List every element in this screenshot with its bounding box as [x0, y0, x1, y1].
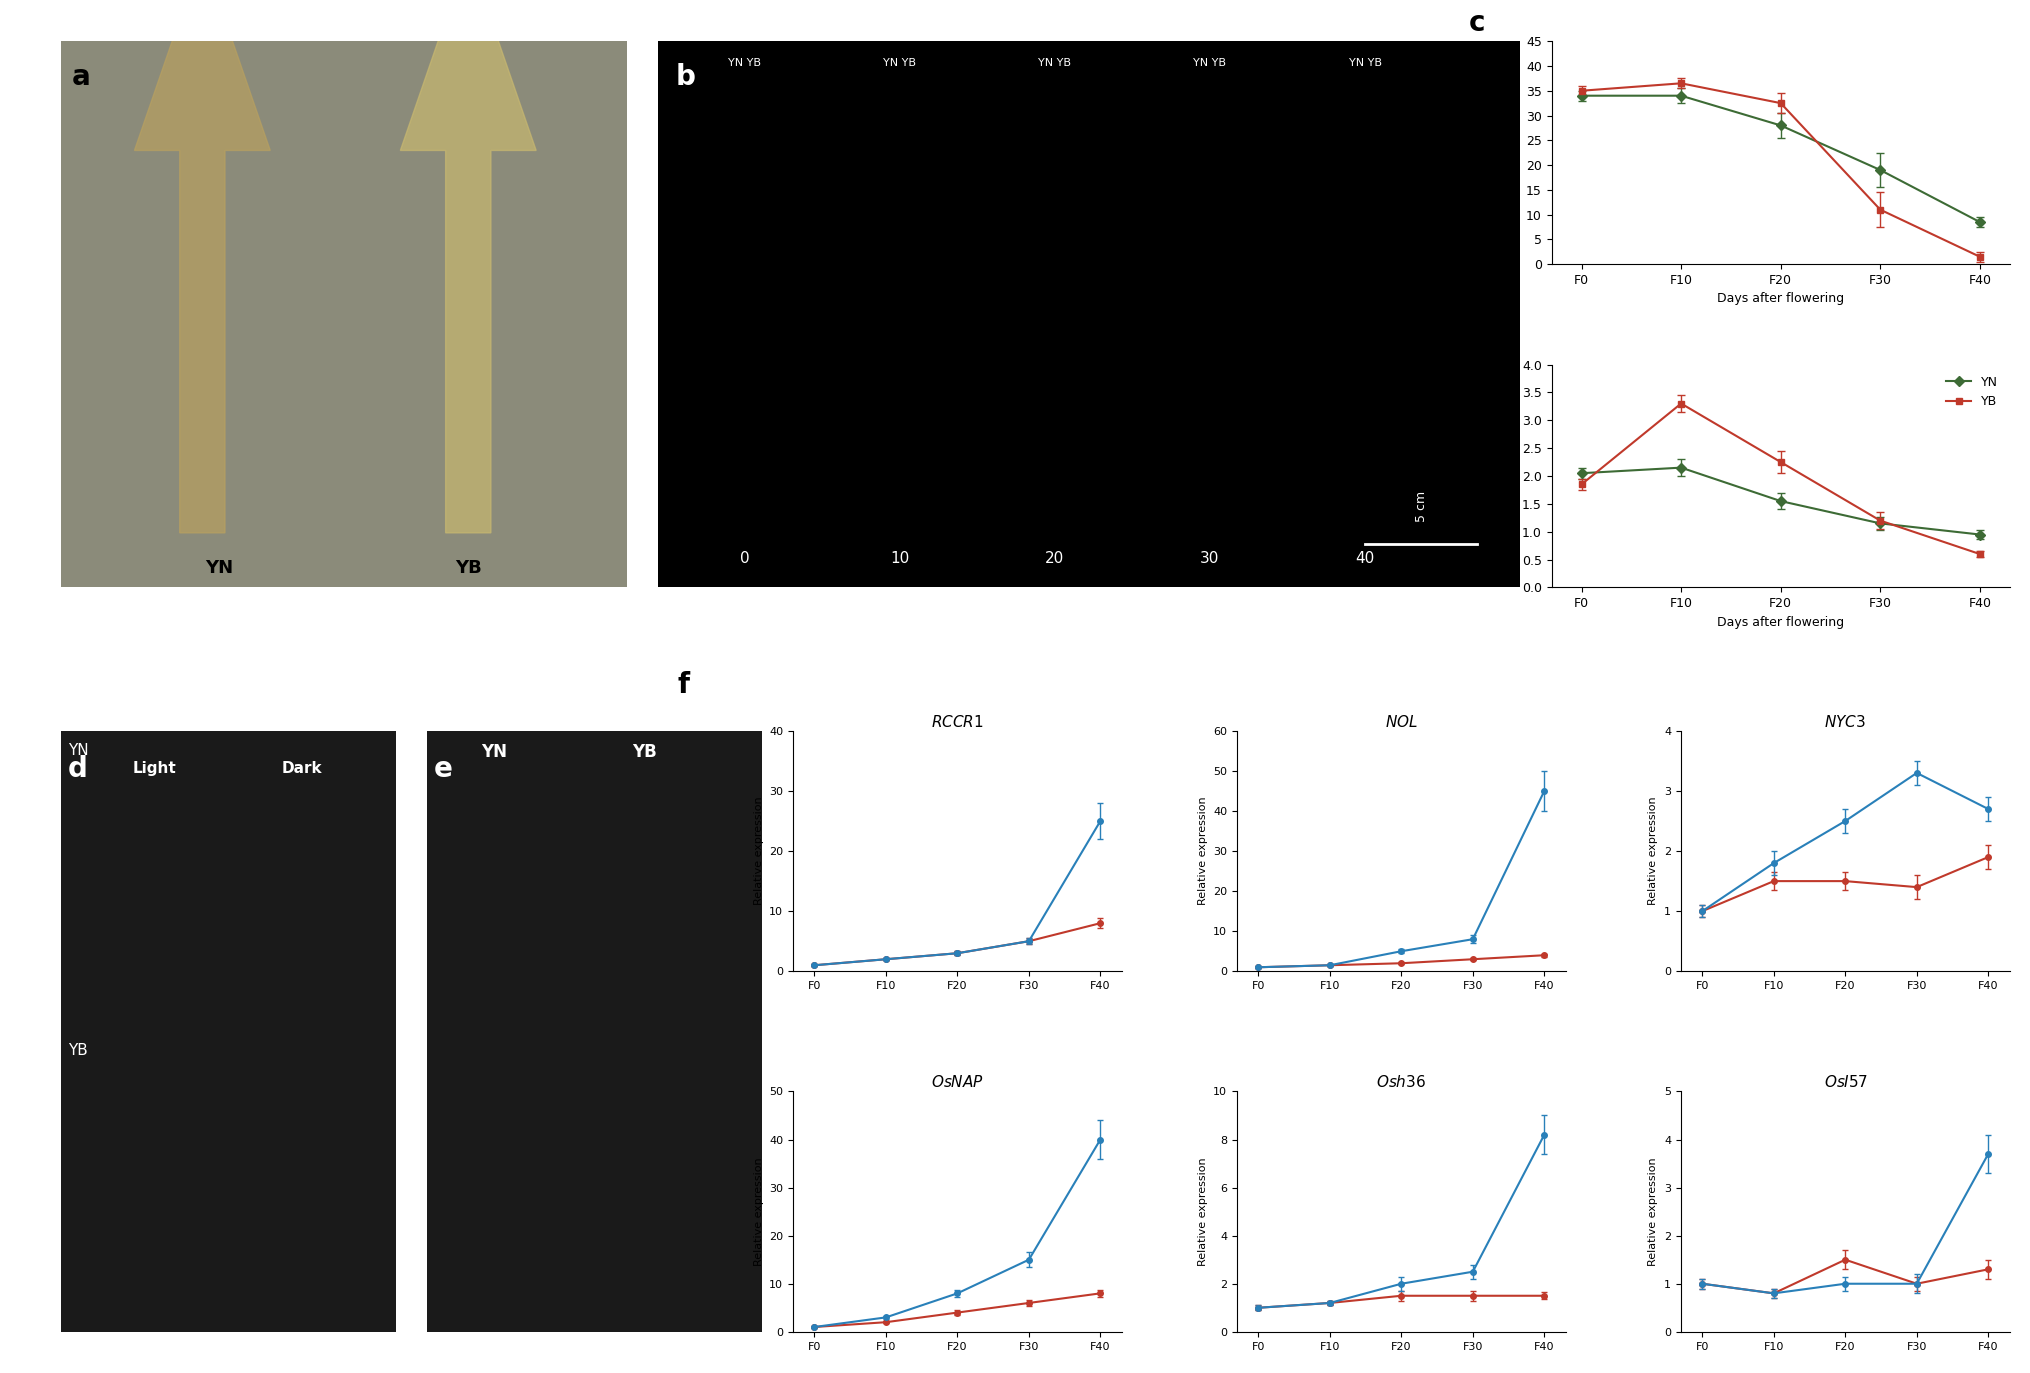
Y-axis label: Relative expression: Relative expression — [753, 1157, 763, 1266]
Title: $\it{RCCR1}$: $\it{RCCR1}$ — [932, 714, 985, 729]
Text: Light: Light — [132, 761, 177, 776]
Text: YB: YB — [631, 743, 658, 761]
Y-axis label: Relative expression: Relative expression — [1648, 796, 1659, 905]
X-axis label: Days after flowering: Days after flowering — [1717, 292, 1845, 305]
Text: YB: YB — [455, 559, 481, 577]
Text: 30: 30 — [1200, 551, 1220, 566]
Y-axis label: Relative expression: Relative expression — [1198, 1157, 1208, 1266]
Text: YB: YB — [67, 1043, 87, 1059]
Text: YN: YN — [481, 743, 508, 761]
Title: $\it{Osh36}$: $\it{Osh36}$ — [1376, 1074, 1427, 1090]
Title: $\it{OsI57}$: $\it{OsI57}$ — [1823, 1074, 1868, 1090]
Text: 40: 40 — [1356, 551, 1374, 566]
Title: $\it{OsNAP}$: $\it{OsNAP}$ — [932, 1074, 985, 1090]
Title: $\it{NYC3}$: $\it{NYC3}$ — [1825, 714, 1866, 729]
Text: 0: 0 — [739, 551, 749, 566]
Text: YN: YN — [67, 743, 87, 758]
Title: $\it{NOL}$: $\it{NOL}$ — [1384, 714, 1417, 729]
FancyArrow shape — [400, 0, 536, 533]
X-axis label: Days after flowering: Days after flowering — [1717, 615, 1845, 629]
Text: c: c — [1470, 8, 1486, 37]
Text: b: b — [676, 63, 694, 91]
Text: YN: YN — [205, 559, 233, 577]
Text: YN YB: YN YB — [883, 58, 916, 67]
Text: YN YB: YN YB — [729, 58, 761, 67]
Y-axis label: Chlorophyll content
(mg/g, FW): Chlorophyll content (mg/g, FW) — [1488, 415, 1516, 537]
Text: a: a — [73, 63, 91, 91]
Text: YN YB: YN YB — [1037, 58, 1072, 67]
Y-axis label: Relative expression: Relative expression — [1198, 796, 1208, 905]
Y-axis label: Relative expression: Relative expression — [753, 796, 763, 905]
Y-axis label: Relative expression: Relative expression — [1648, 1157, 1659, 1266]
Text: 5 cm: 5 cm — [1415, 490, 1427, 522]
Text: e: e — [434, 755, 453, 783]
Text: f: f — [678, 671, 690, 699]
Y-axis label: SPAD: SPAD — [1506, 135, 1520, 170]
Text: YN YB: YN YB — [1194, 58, 1226, 67]
Text: 10: 10 — [889, 551, 909, 566]
Legend: YN, YB: YN, YB — [1941, 371, 2004, 413]
Text: d: d — [67, 755, 87, 783]
Text: 20: 20 — [1045, 551, 1064, 566]
Text: Dark: Dark — [282, 761, 323, 776]
Text: YN YB: YN YB — [1348, 58, 1382, 67]
Text: Days after flowering: Days after flowering — [1005, 588, 1173, 605]
FancyArrow shape — [134, 0, 270, 533]
